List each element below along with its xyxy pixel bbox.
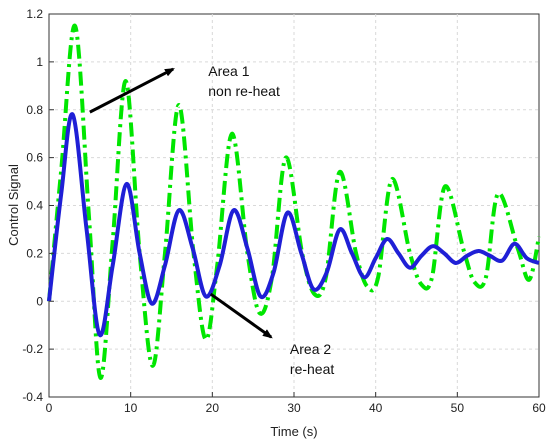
y-tick-label: 0.4: [26, 199, 43, 213]
x-tick-label: 30: [287, 401, 301, 415]
grid: [49, 14, 539, 397]
x-tick-label: 0: [46, 401, 53, 415]
x-tick-label: 20: [206, 401, 220, 415]
annotation-arrow: [209, 292, 273, 339]
x-tick-label: 40: [369, 401, 383, 415]
series-line-1: [47, 23, 541, 380]
series-group: [47, 23, 541, 380]
y-tick-label: 0.6: [26, 151, 43, 165]
y-tick-label: -0.2: [22, 342, 43, 356]
y-tick-label: 0.8: [26, 103, 43, 117]
x-tick-label: 50: [451, 401, 465, 415]
annotation-text: Area 1: [208, 63, 249, 79]
annotation-text: Area 2: [290, 341, 331, 357]
annotation-text: non re-heat: [208, 83, 280, 99]
annotations: Area 1 non re-heat Area 2 re-heat: [89, 63, 334, 377]
y-tick-label: 0: [36, 294, 43, 308]
x-tick-label: 10: [124, 401, 138, 415]
annotation-arrow: [89, 67, 175, 114]
y-tick-label: 1.2: [26, 7, 43, 21]
x-axis-label: Time (s): [270, 424, 317, 439]
y-tick-label: -0.4: [22, 390, 43, 404]
y-axis-label: Control Signal: [6, 164, 21, 246]
series-line-2: [47, 112, 540, 337]
x-tick-label: 60: [532, 401, 546, 415]
y-tick-label: 1: [36, 55, 43, 69]
ticks: 0 10 20 30 40 50 60 -0.4 -0.2 0 0.2 0.4 0.6 0.8 1 1.2: [22, 7, 546, 415]
annotation-text: re-heat: [290, 361, 334, 377]
y-tick-label: 0.2: [26, 246, 43, 260]
